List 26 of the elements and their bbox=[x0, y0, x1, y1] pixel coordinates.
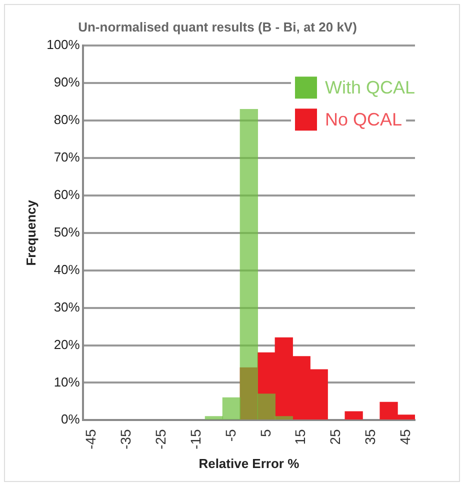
x-tick-label: 5 bbox=[257, 428, 274, 437]
y-tick-label: 90% bbox=[54, 74, 80, 90]
x-tick-label: -35 bbox=[117, 428, 134, 450]
y-tick-label: 20% bbox=[54, 336, 80, 352]
y-tick-label: 100% bbox=[46, 37, 80, 52]
x-tick-label: -5 bbox=[222, 428, 238, 442]
legend-label: No QCAL bbox=[325, 110, 402, 130]
y-tick-label: 60% bbox=[54, 187, 80, 202]
y-tick-label: 10% bbox=[54, 374, 80, 390]
y-tick-label: 80% bbox=[54, 112, 80, 128]
x-tick-label: -25 bbox=[152, 428, 168, 450]
y-axis-title: Frequency bbox=[23, 199, 38, 266]
x-axis-title: Relative Error % bbox=[198, 456, 300, 471]
x-tick-label: 45 bbox=[397, 428, 414, 445]
x-tick-label: -15 bbox=[187, 428, 204, 450]
y-tick-label: 30% bbox=[54, 299, 80, 314]
y-tick-label: 40% bbox=[54, 262, 80, 277]
y-tick-label: 70% bbox=[54, 150, 80, 165]
chart-title: Un-normalised quant results (B - Bi, at 20 kV) bbox=[78, 19, 357, 34]
x-tick-label: 25 bbox=[327, 428, 344, 445]
y-tick-label: 50% bbox=[54, 224, 80, 240]
legend-label: With QCAL bbox=[325, 78, 416, 98]
y-tick-label: 0% bbox=[61, 412, 80, 427]
x-tick-label: 35 bbox=[362, 428, 378, 445]
x-tick-label: 15 bbox=[292, 428, 308, 445]
x-tick-label: -45 bbox=[82, 428, 98, 450]
